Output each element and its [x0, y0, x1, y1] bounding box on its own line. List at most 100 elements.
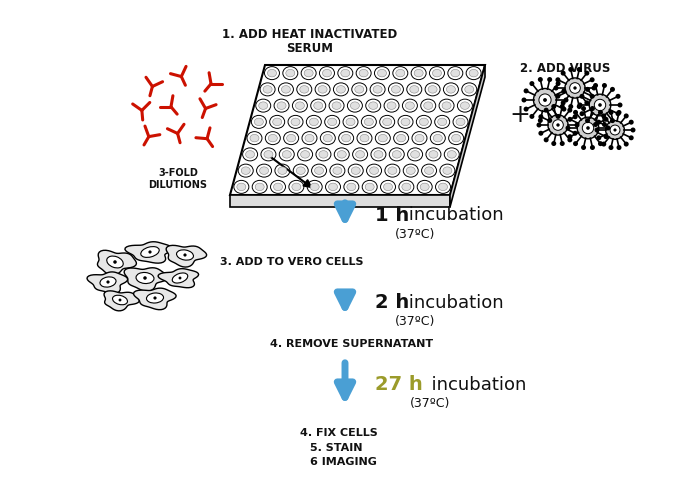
Ellipse shape — [410, 86, 419, 93]
Ellipse shape — [344, 180, 359, 194]
Circle shape — [560, 141, 565, 146]
Circle shape — [616, 145, 621, 150]
Circle shape — [547, 77, 552, 82]
Ellipse shape — [269, 115, 285, 128]
Ellipse shape — [278, 167, 287, 174]
Ellipse shape — [254, 118, 263, 126]
Ellipse shape — [366, 164, 381, 177]
Ellipse shape — [241, 167, 250, 174]
Ellipse shape — [296, 167, 305, 174]
Circle shape — [574, 122, 580, 128]
Ellipse shape — [392, 151, 401, 158]
Circle shape — [143, 276, 146, 280]
Ellipse shape — [256, 164, 272, 177]
Ellipse shape — [288, 115, 303, 128]
Circle shape — [548, 115, 568, 135]
Text: 2. ADD VIRUS: 2. ADD VIRUS — [520, 62, 610, 75]
Ellipse shape — [442, 102, 451, 109]
Circle shape — [603, 117, 609, 122]
Ellipse shape — [354, 86, 363, 93]
Ellipse shape — [440, 164, 455, 177]
Ellipse shape — [469, 69, 478, 77]
Circle shape — [573, 141, 578, 146]
Ellipse shape — [373, 86, 382, 93]
Ellipse shape — [352, 148, 368, 161]
Circle shape — [149, 250, 151, 253]
Circle shape — [598, 103, 602, 107]
Ellipse shape — [351, 167, 360, 174]
Ellipse shape — [456, 118, 465, 126]
Ellipse shape — [337, 151, 346, 158]
Circle shape — [568, 104, 574, 109]
Ellipse shape — [444, 83, 458, 96]
Ellipse shape — [301, 67, 316, 80]
Ellipse shape — [274, 183, 283, 191]
Ellipse shape — [293, 164, 308, 177]
Circle shape — [567, 117, 572, 122]
Ellipse shape — [388, 167, 397, 174]
Ellipse shape — [388, 83, 404, 96]
Ellipse shape — [292, 183, 301, 191]
Ellipse shape — [247, 132, 262, 145]
Ellipse shape — [417, 180, 432, 194]
Circle shape — [616, 111, 621, 116]
Ellipse shape — [291, 118, 300, 126]
Ellipse shape — [377, 69, 386, 77]
Ellipse shape — [387, 102, 396, 109]
Ellipse shape — [415, 134, 424, 142]
Circle shape — [573, 114, 578, 119]
Ellipse shape — [328, 183, 337, 191]
Circle shape — [610, 118, 615, 123]
Ellipse shape — [321, 132, 335, 145]
Ellipse shape — [371, 148, 386, 161]
Text: 1. ADD HEAT INACTIVATED: 1. ADD HEAT INACTIVATED — [223, 28, 397, 41]
Circle shape — [581, 106, 586, 111]
Circle shape — [605, 126, 611, 131]
Ellipse shape — [429, 151, 438, 158]
Circle shape — [561, 107, 567, 112]
Ellipse shape — [281, 86, 290, 93]
Ellipse shape — [374, 151, 383, 158]
Ellipse shape — [391, 86, 401, 93]
Ellipse shape — [362, 180, 377, 194]
Ellipse shape — [292, 99, 307, 112]
Ellipse shape — [113, 295, 127, 305]
Circle shape — [536, 122, 542, 128]
Circle shape — [569, 83, 580, 93]
Ellipse shape — [430, 67, 444, 80]
Ellipse shape — [338, 67, 353, 80]
Circle shape — [119, 298, 122, 301]
Ellipse shape — [301, 151, 310, 158]
Ellipse shape — [318, 86, 327, 93]
Ellipse shape — [369, 102, 378, 109]
Ellipse shape — [310, 183, 319, 191]
Circle shape — [551, 104, 556, 109]
Ellipse shape — [448, 67, 463, 80]
Ellipse shape — [312, 164, 327, 177]
Ellipse shape — [466, 67, 481, 80]
Circle shape — [538, 77, 543, 82]
Text: SERUM: SERUM — [287, 42, 334, 55]
Ellipse shape — [443, 167, 452, 174]
Ellipse shape — [451, 69, 460, 77]
Ellipse shape — [404, 164, 418, 177]
Circle shape — [589, 94, 611, 116]
Circle shape — [630, 128, 636, 133]
Polygon shape — [133, 288, 176, 310]
Ellipse shape — [277, 102, 286, 109]
Ellipse shape — [361, 115, 377, 128]
Ellipse shape — [287, 134, 296, 142]
Ellipse shape — [339, 132, 354, 145]
Circle shape — [573, 110, 578, 115]
Ellipse shape — [252, 180, 267, 194]
Ellipse shape — [448, 132, 464, 145]
Circle shape — [560, 100, 566, 105]
Circle shape — [563, 97, 569, 102]
Circle shape — [574, 86, 577, 90]
Ellipse shape — [323, 134, 332, 142]
Ellipse shape — [389, 148, 404, 161]
Text: incubation: incubation — [403, 294, 504, 312]
Ellipse shape — [234, 180, 249, 194]
Ellipse shape — [396, 69, 405, 77]
Text: 6 IMAGING: 6 IMAGING — [310, 457, 377, 467]
